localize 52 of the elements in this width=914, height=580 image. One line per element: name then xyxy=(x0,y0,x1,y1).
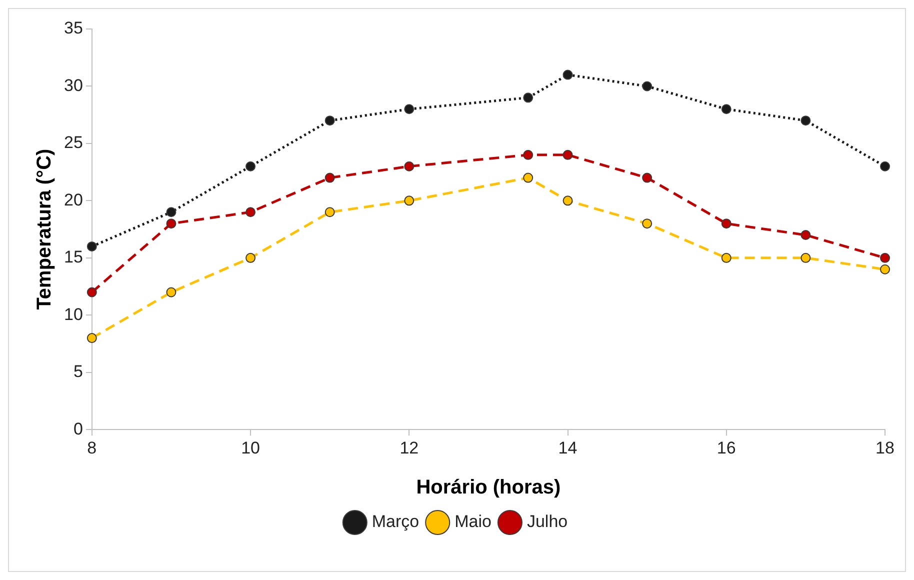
y-tick-label: 20 xyxy=(64,190,83,210)
x-tick-label: 10 xyxy=(241,438,260,458)
y-tick-label: 25 xyxy=(64,133,83,152)
point xyxy=(404,161,414,172)
y-tick-label: 35 xyxy=(64,18,83,38)
x-tick-label: 14 xyxy=(558,438,578,458)
x-tick-label: 18 xyxy=(876,438,894,458)
point xyxy=(404,196,414,206)
point xyxy=(562,150,573,160)
point xyxy=(246,161,256,172)
point xyxy=(246,252,256,263)
point xyxy=(324,116,335,126)
y-tick-label: 30 xyxy=(64,76,83,95)
point xyxy=(800,252,811,263)
x-tick-label: 12 xyxy=(400,438,419,458)
point xyxy=(800,116,811,126)
point xyxy=(721,104,732,114)
point xyxy=(880,252,890,263)
point xyxy=(324,207,335,218)
point xyxy=(166,218,176,229)
y-tick-label: 0 xyxy=(73,419,83,438)
y-tick-label: 15 xyxy=(64,248,83,267)
point xyxy=(246,207,256,218)
point xyxy=(642,81,652,92)
point xyxy=(166,207,176,218)
x-tick-label: 16 xyxy=(716,438,736,458)
y-axis-title: Temperatura (°C) xyxy=(34,148,56,310)
point xyxy=(721,252,732,263)
legend-label: Março xyxy=(372,512,420,532)
point xyxy=(642,172,652,183)
point xyxy=(404,104,414,114)
point xyxy=(324,172,335,183)
point xyxy=(562,196,573,206)
point xyxy=(86,241,97,252)
point xyxy=(523,150,534,160)
point xyxy=(562,70,573,80)
point xyxy=(86,287,97,298)
x-axis-title: Horário (horas) xyxy=(416,476,561,499)
point xyxy=(800,230,811,240)
point xyxy=(86,333,97,344)
point xyxy=(523,92,534,103)
point xyxy=(721,218,732,229)
x-tick-label: 8 xyxy=(87,438,97,458)
y-tick-label: 10 xyxy=(64,304,83,324)
point xyxy=(880,161,890,172)
legend-label: Maio xyxy=(454,512,492,532)
legend-label: Julho xyxy=(526,512,568,532)
point xyxy=(880,264,890,274)
point xyxy=(166,287,176,298)
point xyxy=(642,218,652,229)
y-tick-label: 5 xyxy=(73,362,83,382)
point xyxy=(523,172,534,183)
